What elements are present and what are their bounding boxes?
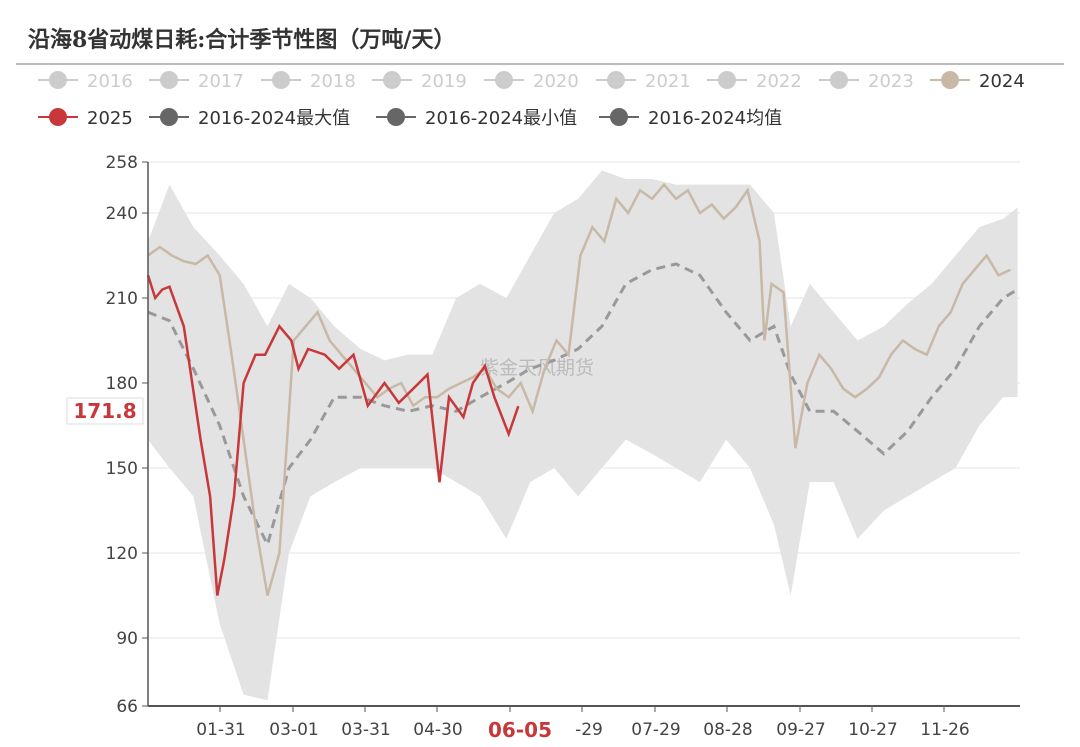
legend-marker-icon <box>387 108 405 126</box>
x-tick-label: 07-29 <box>631 720 680 740</box>
pointer-y-label: 171.8 <box>73 399 136 423</box>
legend-marker-icon <box>49 108 67 126</box>
x-tick-label: 03-01 <box>269 720 318 740</box>
mean-line <box>147 262 1019 549</box>
legend-marker-icon <box>830 71 848 89</box>
legend-item-2019[interactable]: 2019 <box>372 71 467 92</box>
legend-marker-icon <box>607 71 625 89</box>
legend-label: 2020 <box>533 71 579 92</box>
x-tick-label: 09-27 <box>776 720 825 740</box>
legend-label: 2022 <box>756 71 802 92</box>
x-tick-label: 11-26 <box>920 720 969 740</box>
chart-title: 沿海8省动煤日耗:合计季节性图（万吨/天） <box>28 27 456 53</box>
x-tick-label: -29 <box>575 720 603 740</box>
legend: 2016 2017 2018 2019 2020 2021 2022 2023 2024 2025… <box>38 71 1025 129</box>
legend-label: 2023 <box>868 71 914 92</box>
legend-item-2018[interactable]: 2018 <box>261 71 356 92</box>
title-divider <box>16 63 1064 65</box>
x-tick-label: 08-28 <box>703 720 752 740</box>
legend-item-2024[interactable]: 2024 <box>930 71 1025 92</box>
legend-marker-icon <box>272 71 290 89</box>
legend-item-2023[interactable]: 2023 <box>819 71 914 92</box>
x-tick-label: 01-31 <box>196 720 245 740</box>
y-tick-label: 258 <box>106 153 138 173</box>
legend-item-2021[interactable]: 2021 <box>596 71 691 92</box>
x-tick-label: 04-30 <box>413 720 462 740</box>
legend-label: 2016 <box>87 71 133 92</box>
legend-marker-icon <box>495 71 513 89</box>
legend-label: 2019 <box>421 71 467 92</box>
watermark: 紫金天风期货 <box>480 357 594 379</box>
min-max-band <box>148 170 1018 701</box>
legend-label: 2017 <box>198 71 244 92</box>
legend-item-2016-2024均值[interactable]: 2016-2024均值 <box>599 108 782 129</box>
y-tick-label: 66 <box>116 697 138 717</box>
legend-item-2016-2024最小值[interactable]: 2016-2024最小值 <box>376 108 577 129</box>
legend-label: 2016-2024均值 <box>648 108 782 129</box>
y-tick-label: 90 <box>116 629 138 649</box>
legend-label: 2016-2024最小值 <box>425 108 577 129</box>
legend-label: 2021 <box>645 71 691 92</box>
series-2025-line <box>146 274 520 596</box>
legend-label: 2018 <box>310 71 356 92</box>
y-tick-label: 150 <box>106 459 138 479</box>
y-tick-label: 120 <box>106 544 138 564</box>
legend-marker-icon <box>49 71 67 89</box>
legend-label: 2025 <box>87 108 133 129</box>
legend-marker-icon <box>160 71 178 89</box>
legend-label: 2016-2024最大值 <box>198 108 350 129</box>
pointer-y-label-box <box>66 397 144 425</box>
legend-item-2022[interactable]: 2022 <box>707 71 802 92</box>
legend-marker-icon <box>383 71 401 89</box>
y-tick-label: 210 <box>106 289 138 309</box>
legend-item-2020[interactable]: 2020 <box>484 71 579 92</box>
legend-item-2016[interactable]: 2016 <box>38 71 133 92</box>
y-tick-label: 180 <box>106 374 138 394</box>
legend-marker-icon <box>718 71 736 89</box>
legend-label: 2024 <box>979 71 1025 92</box>
legend-marker-icon <box>941 71 959 89</box>
y-tick-label: 240 <box>106 204 138 224</box>
x-tick-label: 10-27 <box>848 720 897 740</box>
legend-item-2016-2024最大值[interactable]: 2016-2024最大值 <box>149 108 350 129</box>
legend-item-2017[interactable]: 2017 <box>149 71 244 92</box>
x-tick-label: 03-31 <box>341 720 390 740</box>
legend-marker-icon <box>160 108 178 126</box>
legend-item-2025[interactable]: 2025 <box>38 108 133 129</box>
series-2024-line <box>147 182 1011 596</box>
pointer-x-label: 06-05 <box>488 718 552 742</box>
legend-marker-icon <box>610 108 628 126</box>
